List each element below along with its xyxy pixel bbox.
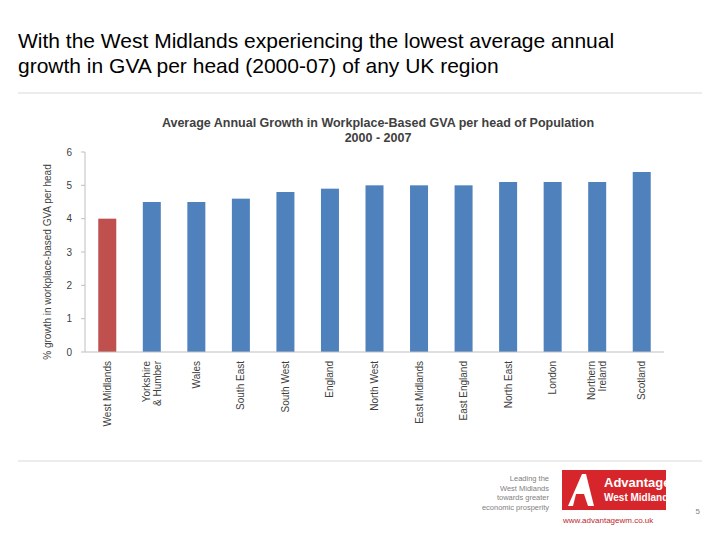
label-line: Scotland xyxy=(636,361,647,400)
bar xyxy=(588,182,606,352)
x-tick-label: South East xyxy=(235,361,246,410)
y-tick-label: 1 xyxy=(66,313,72,324)
label-line: Northern xyxy=(586,361,597,400)
bar xyxy=(232,199,250,352)
label-line: London xyxy=(547,361,558,394)
x-tick-label: NorthernIreland xyxy=(586,361,608,400)
chart-title: Average Annual Growth in Workplace-Based… xyxy=(162,116,594,130)
label-line: East Midlands xyxy=(414,361,425,424)
bars xyxy=(98,172,650,352)
bar xyxy=(410,185,428,352)
y-tick xyxy=(81,252,85,253)
label-line: Wales xyxy=(191,361,202,388)
y-tick xyxy=(81,285,85,286)
logo-text: West Midlands xyxy=(604,492,674,503)
tagline-line: towards greater xyxy=(497,493,550,502)
footer-url: www.advantagewm.co.uk xyxy=(562,516,654,525)
y-tick xyxy=(81,185,85,186)
logo-text: Advantage xyxy=(604,475,670,490)
bar xyxy=(499,182,517,352)
label-line: East England xyxy=(458,361,469,421)
logo-box xyxy=(562,470,600,510)
x-tick-label: East Midlands xyxy=(414,361,425,424)
label-line: South West xyxy=(280,361,291,413)
y-tick-label: 4 xyxy=(66,213,72,224)
footer-rule xyxy=(18,461,702,462)
x-tick-label: England xyxy=(324,361,335,398)
tagline-line: West Midlands xyxy=(500,484,549,493)
bar xyxy=(187,202,205,352)
x-tick-label: Scotland xyxy=(636,361,647,400)
chart-subtitle: 2000 - 2007 xyxy=(345,131,412,145)
y-tick xyxy=(81,218,85,219)
label-line: & Humber xyxy=(152,360,163,406)
tagline-line: Leading the xyxy=(510,474,549,483)
y-tick-label: 3 xyxy=(66,247,72,258)
y-tick xyxy=(81,352,85,353)
label-line: Yorkshire xyxy=(141,361,152,403)
bar xyxy=(321,189,339,352)
label-line: England xyxy=(324,361,335,398)
page-number: 5 xyxy=(696,507,701,516)
y-tick xyxy=(81,318,85,319)
bar xyxy=(544,182,562,352)
label-line: West Midlands xyxy=(102,361,113,426)
x-tick-label: East England xyxy=(458,361,469,421)
x-axis-line xyxy=(85,352,664,353)
y-tick-label: 2 xyxy=(66,280,72,291)
bar xyxy=(143,202,161,352)
label-line: Ireland xyxy=(597,361,608,392)
x-tick-label: Yorkshire& Humber xyxy=(141,360,163,406)
slide: Average Annual Growth in Workplace-Based… xyxy=(0,0,720,540)
y-tick-label: 6 xyxy=(66,147,72,158)
y-tick xyxy=(81,152,85,153)
label-line: North West xyxy=(369,361,380,411)
bar xyxy=(633,172,651,352)
bar xyxy=(366,185,384,352)
x-tick-label: South West xyxy=(280,361,291,413)
tagline-line: economic prosperity xyxy=(482,503,549,512)
logo-mark xyxy=(568,474,594,506)
x-tick-label: Wales xyxy=(191,361,202,388)
bar xyxy=(276,192,294,352)
label-line: North East xyxy=(503,361,514,408)
tagline: Leading theWest Midlandstowards greatere… xyxy=(482,474,550,512)
bar xyxy=(98,219,116,352)
heading-rule xyxy=(18,93,702,94)
bar xyxy=(455,185,473,352)
x-tick-label: North East xyxy=(503,361,514,408)
label-line: South East xyxy=(235,361,246,410)
y-tick-label: 0 xyxy=(66,347,72,358)
y-tick-label: 5 xyxy=(66,180,72,191)
heading: With the West Midlands experiencing the … xyxy=(18,28,668,78)
y-axis-label: % growth in workplace-based GVA per head xyxy=(42,164,53,359)
x-tick-label: West Midlands xyxy=(102,361,113,426)
x-tick-label: North West xyxy=(369,361,380,411)
x-tick-label: London xyxy=(547,361,558,394)
